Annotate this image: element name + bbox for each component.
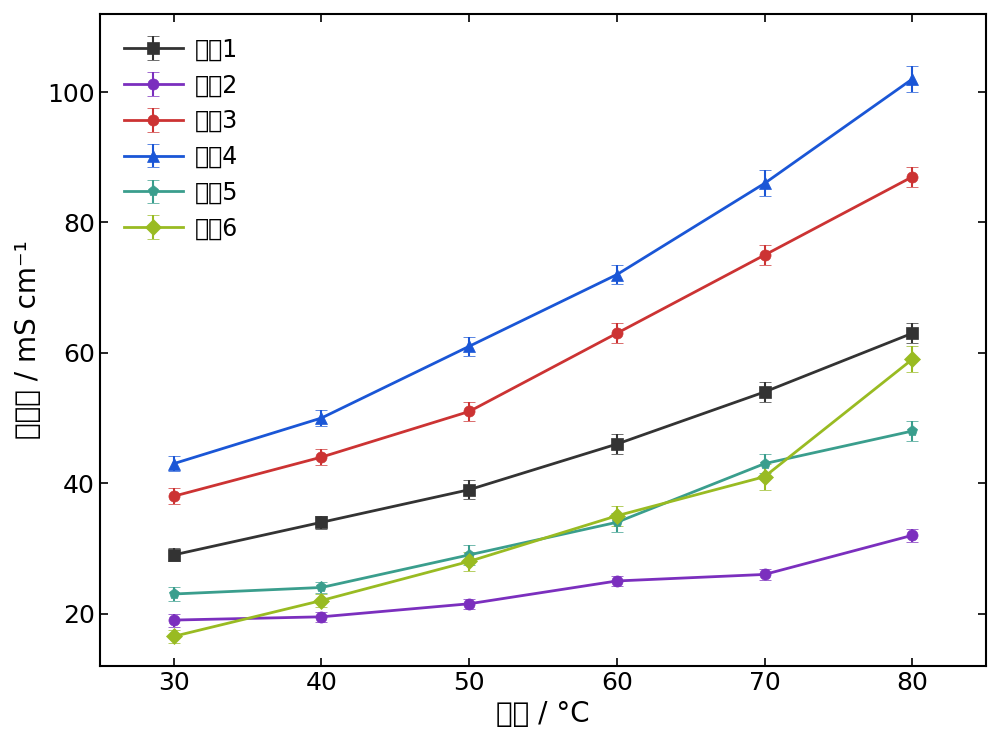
- Y-axis label: 电导率 / mS cm⁻¹: 电导率 / mS cm⁻¹: [14, 240, 42, 439]
- Legend: 实例1, 实例2, 实例3, 实例4, 实例5, 实例6: 实例1, 实例2, 实例3, 实例4, 实例5, 实例6: [112, 26, 250, 252]
- X-axis label: 温度 / °C: 温度 / °C: [496, 700, 590, 728]
